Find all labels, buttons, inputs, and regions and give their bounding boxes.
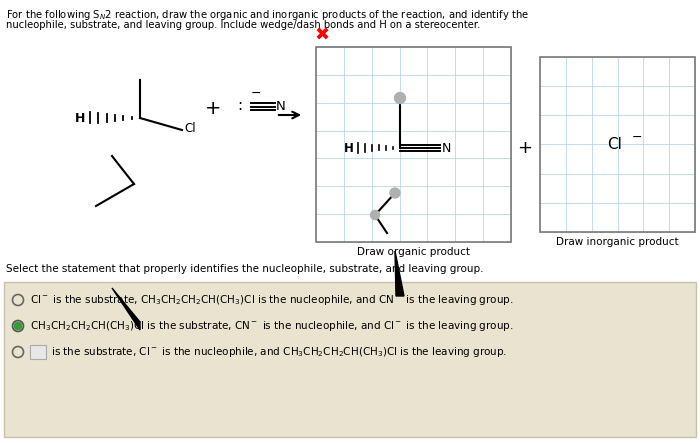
Text: Cl$^-$ is the substrate, CH$_3$CH$_2$CH$_2$CH(CH$_3$)Cl is the nucleophile, and : Cl$^-$ is the substrate, CH$_3$CH$_2$CH$… [30,293,514,307]
Text: :: : [237,98,242,112]
Text: Draw organic product: Draw organic product [357,247,470,257]
Text: +: + [204,99,221,118]
Text: Cl: Cl [608,137,622,152]
Text: −: − [251,87,262,99]
Text: nucleophile, substrate, and leaving group. Include wedge/dash bonds and H on a s: nucleophile, substrate, and leaving grou… [6,20,480,30]
Text: Draw inorganic product: Draw inorganic product [556,237,679,247]
Bar [30,345,46,359]
Text: CH$_3$CH$_2$CH$_2$CH(CH$_3$)Cl is the substrate, CN$^-$ is the nucleophile, and : CH$_3$CH$_2$CH$_2$CH(CH$_3$)Cl is the su… [30,319,514,333]
Polygon shape [395,251,404,296]
Circle shape [370,210,379,219]
Text: Cl: Cl [184,122,195,135]
Bar [316,47,511,242]
Text: −: − [631,131,642,144]
FancyBboxPatch shape [4,282,696,437]
Text: ✖: ✖ [314,27,329,45]
Text: H: H [75,111,85,124]
Text: N: N [442,142,452,155]
Text: For the following S$_N$2 reaction, draw the organic and inorganic products of th: For the following S$_N$2 reaction, draw … [6,8,529,22]
Circle shape [390,188,400,198]
Text: Select the statement that properly identifies the nucleophile, substrate, and le: Select the statement that properly ident… [6,264,484,274]
Text: is the substrate, Cl$^-$ is the nucleophile, and CH$_3$CH$_2$CH$_2$CH(CH$_3$)Cl : is the substrate, Cl$^-$ is the nucleoph… [48,345,507,359]
Polygon shape [112,288,140,330]
Circle shape [395,92,405,103]
Text: H: H [344,142,354,155]
Text: N: N [276,100,286,114]
Circle shape [14,322,22,330]
Text: +: + [517,139,533,157]
Bar [540,57,695,232]
